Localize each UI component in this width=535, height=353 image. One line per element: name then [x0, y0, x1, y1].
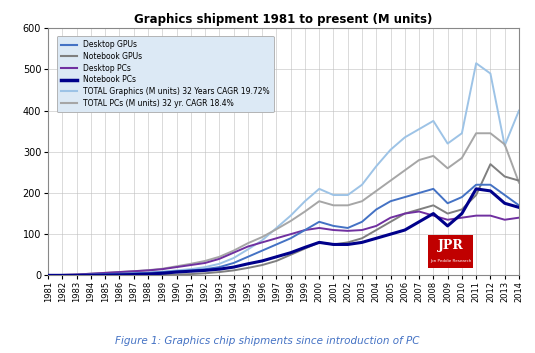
Legend: Desktop GPUs, Notebook GPUs, Desktop PCs, Notebook PCs, TOTAL Graphics (M units): Desktop GPUs, Notebook GPUs, Desktop PCs…: [57, 36, 274, 112]
Title: Graphics shipment 1981 to present (M units): Graphics shipment 1981 to present (M uni…: [134, 13, 433, 26]
Text: JPR: JPR: [438, 239, 464, 252]
Text: Figure 1: Graphics chip shipments since introduction of PC: Figure 1: Graphics chip shipments since …: [115, 336, 420, 346]
Text: Jon Peddie Research: Jon Peddie Research: [430, 259, 471, 263]
